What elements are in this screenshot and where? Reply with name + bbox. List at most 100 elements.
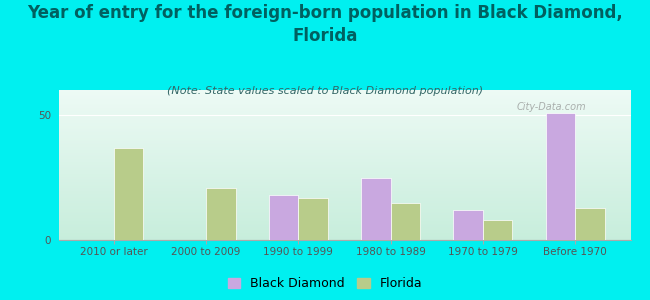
Bar	[58, 194, 630, 195]
Bar	[58, 132, 630, 134]
Bar	[58, 226, 630, 228]
Bar	[58, 238, 630, 240]
Bar	[58, 210, 630, 212]
Bar	[58, 129, 630, 130]
Bar	[58, 167, 630, 168]
Text: Year of entry for the foreign-born population in Black Diamond,
Florida: Year of entry for the foreign-born popul…	[27, 4, 623, 45]
Bar	[58, 213, 630, 214]
Bar	[58, 118, 630, 120]
Bar	[58, 122, 630, 123]
Bar	[58, 231, 630, 232]
Text: (Note: State values scaled to Black Diamond population): (Note: State values scaled to Black Diam…	[167, 85, 483, 95]
Bar	[58, 159, 630, 160]
Bar	[361, 178, 391, 240]
Bar	[58, 130, 630, 132]
Text: City-Data.com: City-Data.com	[516, 102, 586, 112]
Bar	[206, 188, 236, 240]
Bar	[58, 150, 630, 152]
Bar	[483, 220, 512, 240]
Bar	[58, 206, 630, 207]
Bar	[58, 141, 630, 142]
Bar	[58, 103, 630, 105]
Bar	[58, 189, 630, 190]
Bar	[58, 224, 630, 225]
Bar	[58, 219, 630, 220]
Bar	[58, 236, 630, 237]
Bar	[58, 110, 630, 111]
Bar	[58, 94, 630, 96]
Bar	[58, 111, 630, 112]
Bar	[58, 208, 630, 210]
Bar	[58, 117, 630, 118]
Bar	[58, 106, 630, 108]
Legend: Black Diamond, Florida: Black Diamond, Florida	[224, 273, 426, 294]
Bar	[58, 96, 630, 98]
Bar	[58, 172, 630, 174]
Bar	[58, 105, 630, 106]
Bar	[58, 144, 630, 146]
Bar	[58, 138, 630, 140]
Bar	[58, 195, 630, 196]
Bar	[58, 214, 630, 216]
Bar	[269, 195, 298, 240]
Bar	[58, 204, 630, 206]
Bar	[58, 164, 630, 165]
Bar	[58, 230, 630, 231]
Bar	[58, 140, 630, 141]
Bar	[58, 153, 630, 154]
Bar	[58, 165, 630, 166]
Bar	[58, 222, 630, 224]
Bar	[58, 196, 630, 198]
Bar	[58, 183, 630, 184]
Bar	[58, 192, 630, 194]
Bar	[58, 114, 630, 116]
Bar	[58, 176, 630, 177]
Bar	[58, 135, 630, 136]
Bar	[58, 162, 630, 164]
Bar	[58, 225, 630, 226]
Bar	[58, 116, 630, 117]
Bar	[58, 120, 630, 122]
Bar	[58, 98, 630, 99]
Bar	[58, 126, 630, 128]
Bar	[58, 218, 630, 219]
Bar	[58, 200, 630, 201]
Bar	[58, 201, 630, 202]
Bar	[58, 186, 630, 188]
Bar	[58, 178, 630, 180]
Bar	[58, 108, 630, 110]
Bar	[58, 174, 630, 176]
Bar	[575, 208, 604, 240]
Bar	[58, 112, 630, 114]
Bar	[58, 123, 630, 124]
Bar	[58, 148, 630, 150]
Bar	[58, 169, 630, 171]
Bar	[58, 100, 630, 102]
Bar	[298, 197, 328, 240]
Bar	[58, 99, 630, 100]
Bar	[391, 202, 420, 240]
Bar	[58, 188, 630, 189]
Bar	[58, 171, 630, 172]
Bar	[58, 216, 630, 218]
Bar	[58, 180, 630, 182]
Bar	[58, 232, 630, 234]
Bar	[58, 93, 630, 94]
Bar	[114, 148, 144, 240]
Bar	[58, 152, 630, 153]
Bar	[58, 124, 630, 126]
Bar	[58, 190, 630, 192]
Bar	[545, 112, 575, 240]
Bar	[58, 128, 630, 129]
Bar	[58, 147, 630, 148]
Bar	[58, 160, 630, 162]
Bar	[58, 146, 630, 147]
Bar	[58, 142, 630, 144]
Bar	[58, 92, 630, 93]
Bar	[58, 234, 630, 236]
Bar	[58, 207, 630, 208]
Bar	[58, 237, 630, 238]
Bar	[58, 177, 630, 178]
Bar	[58, 168, 630, 170]
Bar	[58, 134, 630, 135]
